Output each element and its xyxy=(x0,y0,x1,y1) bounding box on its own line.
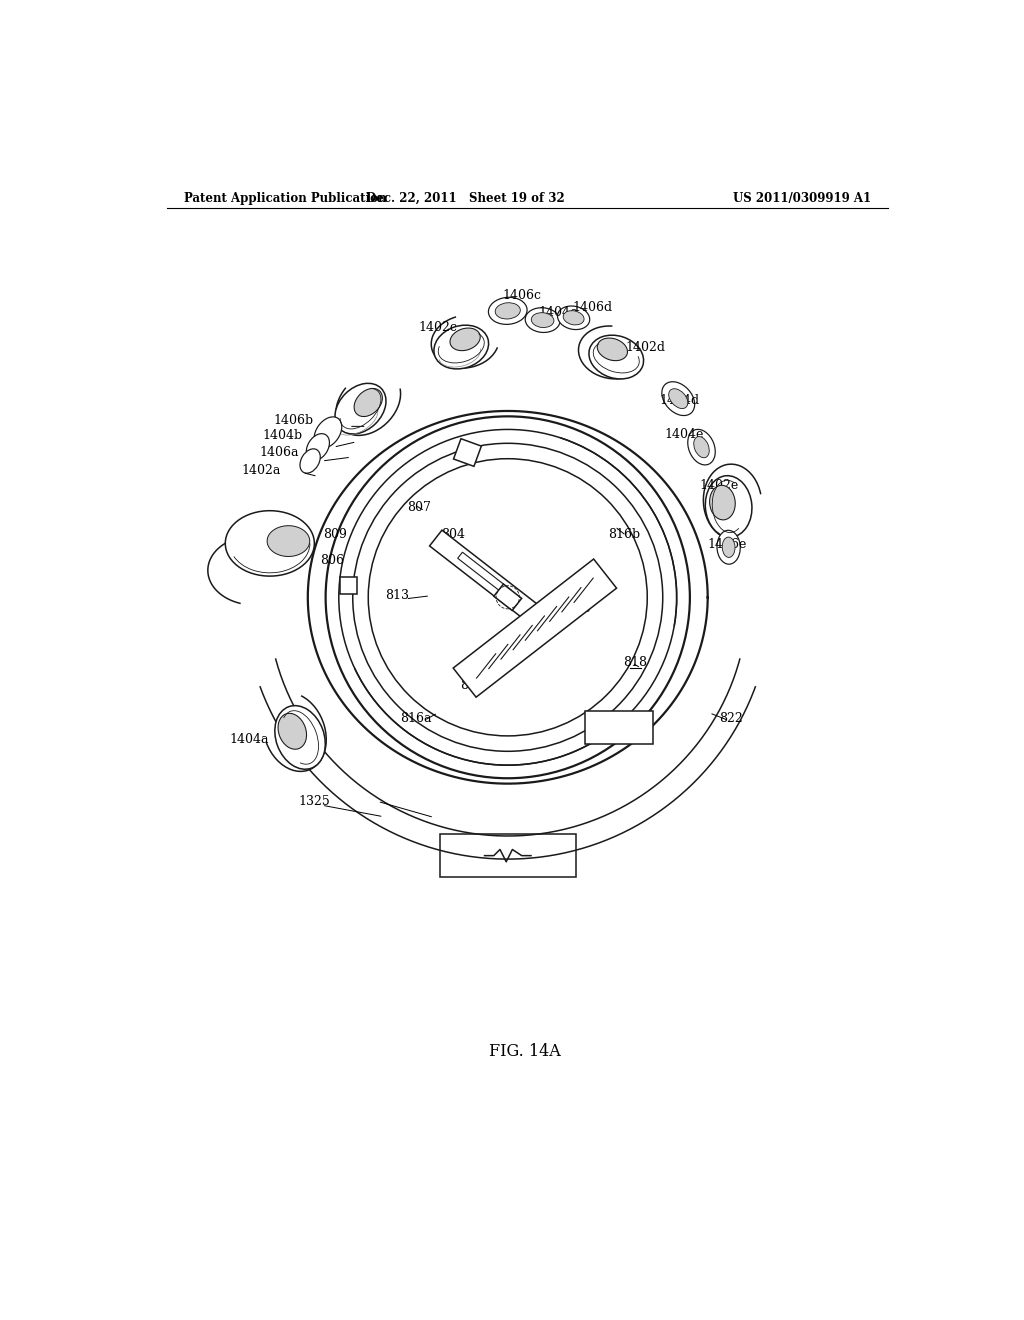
Text: 816a: 816a xyxy=(400,713,432,726)
Ellipse shape xyxy=(669,388,688,409)
Ellipse shape xyxy=(597,338,628,360)
Polygon shape xyxy=(429,531,555,634)
Text: 1325: 1325 xyxy=(298,795,330,808)
Text: 809: 809 xyxy=(323,528,347,541)
Text: 1404d: 1404d xyxy=(659,395,699,408)
Text: 1406b: 1406b xyxy=(273,413,314,426)
Ellipse shape xyxy=(589,335,644,379)
Ellipse shape xyxy=(450,329,480,351)
Text: 1406a: 1406a xyxy=(259,446,299,459)
Ellipse shape xyxy=(525,308,560,333)
Polygon shape xyxy=(458,552,511,597)
Ellipse shape xyxy=(710,486,735,520)
Ellipse shape xyxy=(300,449,321,473)
Text: 807: 807 xyxy=(407,500,430,513)
Text: 1402e: 1402e xyxy=(699,479,739,492)
Text: 1404c: 1404c xyxy=(539,306,578,319)
Polygon shape xyxy=(454,438,481,466)
Ellipse shape xyxy=(496,302,520,319)
Text: 822: 822 xyxy=(719,713,742,726)
Text: 1402d: 1402d xyxy=(626,342,666,354)
Ellipse shape xyxy=(488,297,527,325)
Text: 818: 818 xyxy=(624,656,647,669)
Ellipse shape xyxy=(314,417,342,449)
Ellipse shape xyxy=(693,437,710,458)
Ellipse shape xyxy=(306,434,330,461)
Text: 813: 813 xyxy=(385,589,409,602)
Ellipse shape xyxy=(335,383,386,434)
Ellipse shape xyxy=(279,713,306,750)
Text: US 2011/0309919 A1: US 2011/0309919 A1 xyxy=(733,191,871,205)
Text: 804: 804 xyxy=(441,528,466,541)
Ellipse shape xyxy=(531,313,554,327)
Ellipse shape xyxy=(706,475,752,537)
Text: 810: 810 xyxy=(567,602,591,615)
Ellipse shape xyxy=(274,706,326,770)
Text: 806: 806 xyxy=(319,554,344,566)
Polygon shape xyxy=(225,511,314,576)
Text: 1402c: 1402c xyxy=(419,321,458,334)
Ellipse shape xyxy=(722,537,735,557)
Text: 1404a: 1404a xyxy=(230,733,269,746)
Text: FIG. 14A: FIG. 14A xyxy=(488,1043,561,1060)
Polygon shape xyxy=(494,585,521,610)
Text: 1402a: 1402a xyxy=(242,463,281,477)
Polygon shape xyxy=(454,560,616,697)
Ellipse shape xyxy=(662,381,694,416)
Text: 816b: 816b xyxy=(608,528,640,541)
Ellipse shape xyxy=(434,325,488,368)
Polygon shape xyxy=(267,525,309,557)
Text: 1404b: 1404b xyxy=(263,429,303,442)
Text: 1406d: 1406d xyxy=(573,301,613,314)
Text: 1406c: 1406c xyxy=(502,289,542,302)
Ellipse shape xyxy=(557,306,590,330)
Ellipse shape xyxy=(563,310,584,325)
Text: 802: 802 xyxy=(460,680,484,693)
Ellipse shape xyxy=(717,531,740,564)
Polygon shape xyxy=(340,577,357,594)
Text: 1406e: 1406e xyxy=(708,539,746,552)
Text: 1404e: 1404e xyxy=(665,428,705,441)
Ellipse shape xyxy=(688,429,715,465)
Bar xyxy=(586,711,653,743)
Text: Patent Application Publication: Patent Application Publication xyxy=(183,191,386,205)
Ellipse shape xyxy=(354,388,382,417)
Text: Dec. 22, 2011   Sheet 19 of 32: Dec. 22, 2011 Sheet 19 of 32 xyxy=(366,191,564,205)
Bar xyxy=(439,834,575,876)
